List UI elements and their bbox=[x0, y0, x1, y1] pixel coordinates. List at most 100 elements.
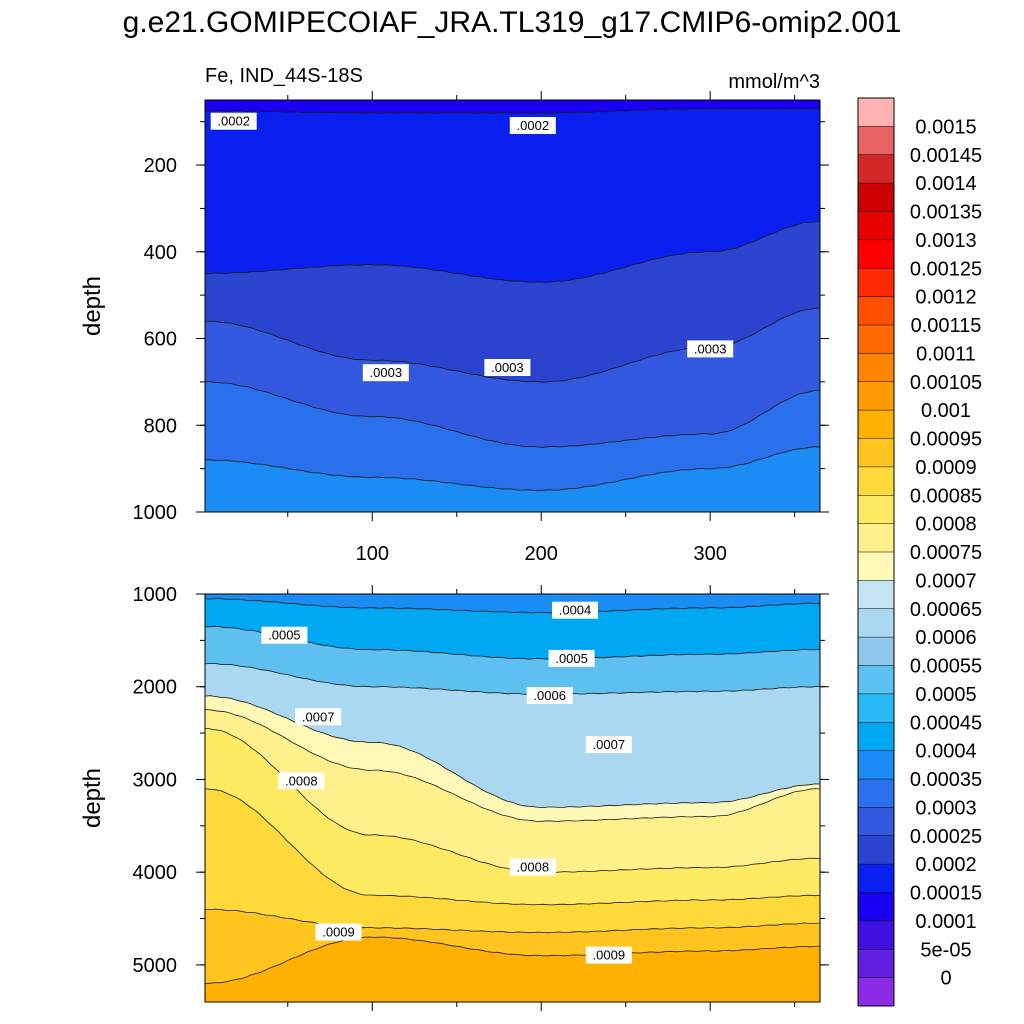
upper-x-tick-label: 300 bbox=[693, 543, 726, 565]
upper-contour-label-2: .0003 bbox=[362, 364, 409, 382]
lower-contour-label-8: .0009 bbox=[315, 923, 362, 941]
lower-y-tick-label: 1000 bbox=[133, 584, 178, 606]
colorbar-label: 0.00015 bbox=[910, 883, 982, 905]
contour-label-text: .0005 bbox=[268, 628, 301, 643]
colorbar-swatch bbox=[858, 211, 894, 241]
contour-label-box bbox=[552, 601, 598, 619]
contour-label-text: .0006 bbox=[533, 688, 566, 703]
contour-label-text: .0005 bbox=[555, 651, 588, 666]
colorbar-swatch bbox=[858, 750, 894, 780]
upper-band-0.00035 bbox=[205, 446, 820, 512]
lower-contour-panel: .0004 .0005 .0005 .0006 .0007 .0007 .0008 .0008… bbox=[79, 584, 829, 1011]
colorbar-swatch bbox=[858, 665, 894, 695]
lower-contour-line-0.00095 bbox=[205, 936, 820, 985]
colorbar-label: 0.001 bbox=[921, 400, 971, 422]
contour-label-box bbox=[210, 112, 257, 130]
lower-y-tick-label: 5000 bbox=[133, 955, 178, 977]
upper-contour-label-4: .0003 bbox=[687, 340, 734, 358]
contour-label-text: .0003 bbox=[491, 360, 524, 375]
colorbar-swatch bbox=[858, 920, 894, 950]
page-title: g.e21.GOMIPECOIAF_JRA.TL319_g17.CMIP6-om… bbox=[122, 6, 902, 39]
contour-label-box bbox=[484, 359, 531, 376]
colorbar-swatch bbox=[858, 608, 894, 638]
colorbar-swatch bbox=[858, 438, 894, 468]
colorbar-label: 0.00125 bbox=[910, 258, 982, 280]
lower-contour-label-2: .0005 bbox=[548, 649, 595, 667]
colorbar-label: 0.0013 bbox=[915, 230, 976, 252]
lower-contour-line-0.0004 bbox=[205, 598, 820, 614]
upper-contour-label-3: .0003 bbox=[484, 359, 531, 376]
colorbar-swatch bbox=[858, 353, 894, 383]
lower-contour-line-0.0005 bbox=[205, 625, 820, 660]
lower-contour-line-0.00085 bbox=[205, 788, 820, 906]
upper-y-tick-label: 400 bbox=[144, 242, 177, 264]
colorbar-label: 0.00105 bbox=[910, 372, 982, 394]
colorbar-swatch bbox=[858, 864, 894, 893]
contour-label-text: .0009 bbox=[322, 925, 355, 940]
colorbar-swatch bbox=[858, 977, 894, 1007]
colorbar-swatch bbox=[858, 580, 894, 610]
lower-contour-label-5: .0007 bbox=[585, 736, 632, 754]
colorbar-swatch bbox=[858, 495, 894, 524]
colorbar-label: 0.00135 bbox=[910, 202, 982, 224]
colorbar-label: 0.00075 bbox=[910, 542, 982, 564]
contour-label-box bbox=[526, 687, 573, 704]
colorbar-label: 0.0011 bbox=[916, 343, 976, 365]
lower-contour-label-6: .0008 bbox=[278, 772, 325, 790]
upper-y-tick-label: 200 bbox=[144, 155, 177, 177]
colorbar-label: 0.00065 bbox=[910, 599, 982, 621]
colorbar-label: 0.0009 bbox=[915, 457, 976, 479]
upper-frame bbox=[204, 99, 821, 513]
upper-contour-panel: .0002 .0002 .0003 .0003 .0003 100 200 300 200 400… bbox=[79, 65, 829, 565]
colorbar-label: 0.0001 bbox=[915, 911, 976, 933]
colorbar-label: 0.00055 bbox=[910, 656, 982, 678]
contour-label-box bbox=[585, 946, 632, 964]
colorbar-swatch bbox=[858, 835, 894, 865]
colorbar-swatch bbox=[858, 381, 894, 411]
contour-label-box bbox=[362, 364, 409, 382]
colorbar-swatch bbox=[858, 466, 894, 496]
colorbar-swatch bbox=[858, 637, 894, 666]
lower-frame bbox=[204, 593, 821, 1003]
lower-contour-line-0.00075 bbox=[205, 709, 820, 822]
colorbar-label: 0.0012 bbox=[915, 287, 976, 309]
colorbar-swatch bbox=[858, 268, 894, 297]
upper-y-axis-label: depth bbox=[79, 276, 106, 336]
lower-contour-label-3: .0006 bbox=[526, 687, 573, 704]
contour-label-box bbox=[548, 649, 595, 667]
colorbar-swatch bbox=[858, 325, 894, 354]
colorbar-label: 0.0008 bbox=[915, 514, 976, 536]
colorbar-swatch bbox=[858, 296, 894, 326]
contour-label-box bbox=[509, 858, 556, 876]
colorbar-label: 0.00035 bbox=[910, 769, 982, 791]
colorbar-label: 0.0004 bbox=[915, 741, 976, 763]
colorbar-swatch bbox=[858, 410, 894, 439]
colorbar-label: 0.0014 bbox=[915, 173, 976, 195]
upper-x-tick-label: 200 bbox=[525, 543, 558, 565]
colorbar-label: 0.0015 bbox=[915, 116, 976, 138]
lower-y-axis-label: depth bbox=[79, 768, 106, 828]
lower-y-tick-label: 4000 bbox=[133, 862, 178, 884]
lower-y-tick-label: 3000 bbox=[133, 769, 178, 791]
colorbar-swatch bbox=[858, 523, 894, 553]
upper-contour-line-0.00015 bbox=[205, 107, 820, 114]
contour-label-box bbox=[295, 708, 342, 726]
colorbar-swatch bbox=[858, 98, 894, 127]
colorbar-label: 0.00115 bbox=[911, 315, 982, 337]
colorbar-swatch bbox=[858, 126, 894, 156]
contour-label-text: .0004 bbox=[559, 603, 592, 618]
colorbar-label: 5e-05 bbox=[920, 939, 971, 961]
colorbar-label: 0.00145 bbox=[910, 145, 982, 167]
colorbar-label: 0 bbox=[940, 968, 951, 990]
lower-contour-line-0.0007 bbox=[205, 695, 820, 809]
contour-label-box bbox=[687, 340, 734, 358]
contour-label-box bbox=[509, 117, 556, 134]
contour-label-text: .0002 bbox=[217, 114, 250, 129]
upper-contour-line-0.00035 bbox=[205, 446, 820, 492]
contour-label-text: .0003 bbox=[370, 365, 403, 380]
lower-contour-label-9: .0009 bbox=[585, 946, 632, 964]
colorbar-swatch bbox=[858, 779, 894, 808]
upper-y-tick-label: 600 bbox=[144, 329, 177, 351]
colorbar-swatch bbox=[858, 892, 894, 922]
